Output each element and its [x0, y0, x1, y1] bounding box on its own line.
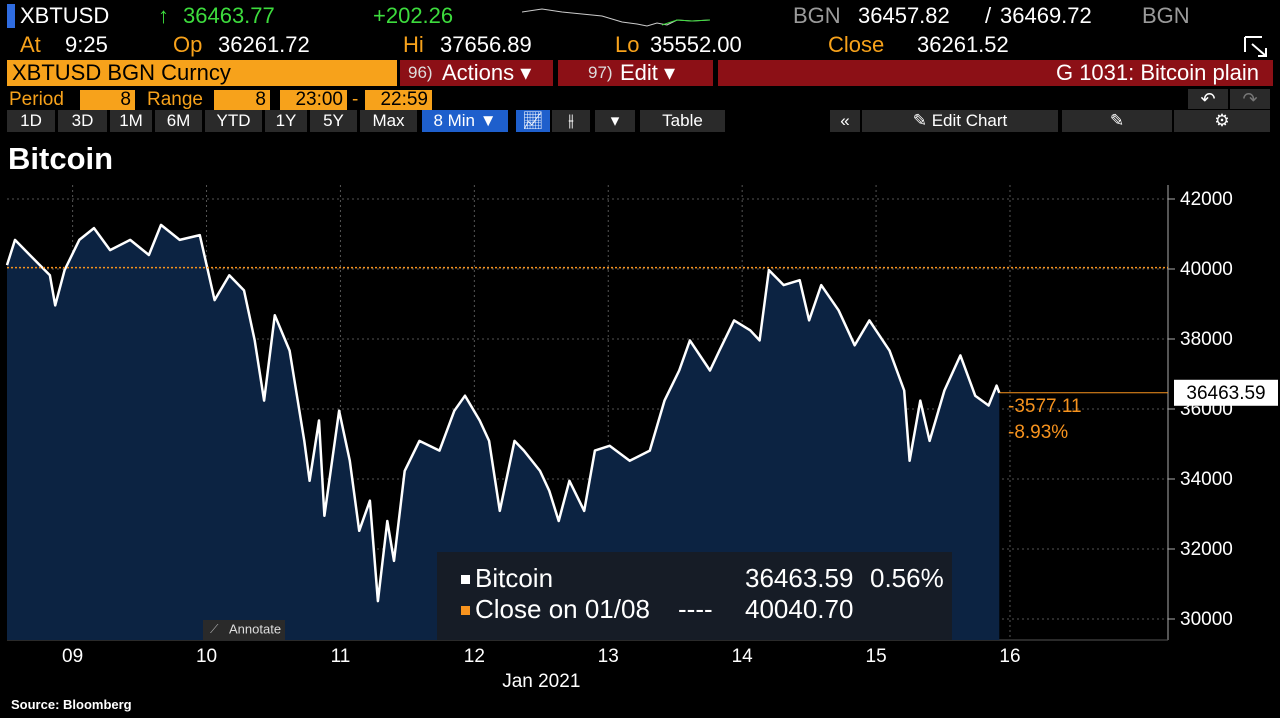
page-title: G 1031: Bitcoin plain [1055, 60, 1259, 85]
ticker: XBTUSD [20, 3, 110, 28]
annotate-label: Annotate [229, 621, 281, 636]
legend-box [437, 552, 952, 640]
y-tick-label: 30000 [1180, 609, 1233, 630]
separator: / [985, 3, 992, 28]
range-dash: - [352, 89, 359, 110]
ask: 36469.72 [1000, 3, 1092, 28]
range[interactable]: 8 [214, 90, 270, 110]
at-label: At [20, 32, 41, 57]
legend-value: 36463.59 [745, 563, 853, 593]
y-tick-label: 40000 [1180, 259, 1233, 280]
actions: Actions ▾ [442, 60, 532, 85]
ticker-marker [7, 4, 15, 28]
legend-dashes: ---- [678, 594, 713, 624]
arrow: ↑ [158, 3, 169, 28]
x-tick-label: 09 [62, 646, 83, 667]
last-price: 36463.77 [183, 3, 275, 28]
collapse[interactable]: « [830, 110, 860, 132]
open: 36261.72 [218, 32, 310, 57]
bid-source: BGN [793, 3, 841, 28]
legend-swatch [461, 575, 470, 584]
close: 36261.52 [917, 32, 1009, 57]
expand-icon[interactable] [1242, 34, 1272, 60]
edit-chart-label: Edit Chart [931, 111, 1008, 130]
low: 35552.00 [650, 32, 742, 57]
legend-swatch [461, 606, 470, 615]
line [5, 223, 1001, 603]
annotate-button[interactable] [203, 620, 285, 640]
actions-number: 96) [408, 63, 433, 82]
edit-chart[interactable]: ✎ Edit Chart [862, 110, 1058, 132]
table-button[interactable]: Table [640, 110, 725, 132]
x-tick-label: 10 [196, 646, 217, 667]
change-annotation: -3577.11 [1008, 396, 1082, 417]
redo[interactable]: ↷ [1230, 89, 1270, 109]
y-tick-label: 42000 [1180, 189, 1233, 210]
source: Source: Bloomberg [11, 697, 132, 712]
x-tick-label: 11 [331, 646, 351, 667]
legend-value: 40040.70 [745, 594, 853, 624]
legend-entry: Bitcoin [475, 563, 553, 593]
bid: 36457.82 [858, 3, 950, 28]
high-label: Hi [403, 32, 424, 57]
x-tick-label: 16 [999, 646, 1020, 667]
style-menu[interactable]: ▾ [595, 110, 635, 132]
y-tick-label: 38000 [1180, 329, 1233, 350]
at-time: 9:25 [65, 32, 108, 57]
period-label: Period [9, 89, 64, 110]
range-button[interactable]: 6M [155, 110, 202, 132]
settings-gear[interactable]: ⚙ [1174, 110, 1270, 132]
legend: Bitcoin 36463.59 0.56% Close on 01/08 ---- 40… [437, 552, 952, 640]
x-tick-label: 12 [464, 646, 485, 667]
area [7, 224, 1000, 640]
interval[interactable]: 8 Min ▼ [422, 110, 508, 132]
draw-tool[interactable]: ✎ [1062, 110, 1172, 132]
range-label: Range [147, 89, 203, 110]
x-tick-label: 14 [732, 646, 754, 667]
net-change: +202.26 [373, 3, 454, 28]
x-tick-label: 13 [598, 646, 619, 667]
open-label: Op [173, 32, 203, 57]
y-tick-label: 32000 [1180, 539, 1233, 560]
range-button[interactable]: 1M [110, 110, 152, 132]
range-button[interactable]: 3D [58, 110, 107, 132]
actions-menu[interactable]: 96) Actions ▾ [400, 60, 553, 86]
edit-menu[interactable]: 97) Edit ▾ [558, 60, 713, 86]
edit-number: 97) [588, 63, 613, 82]
legend-change: 0.56% [870, 563, 944, 593]
range-start[interactable]: 23:00 [280, 90, 347, 110]
annotate-icon: ⟋ [210, 622, 219, 636]
change-annotation: -8.93% [1008, 422, 1068, 443]
range-button[interactable]: 5Y [310, 110, 357, 132]
range-end[interactable]: 22:59 [365, 90, 432, 110]
close-label: Close [828, 32, 885, 57]
undo[interactable]: ↶ [1188, 89, 1228, 109]
edit: Edit ▾ [620, 60, 676, 85]
x-axis-label: Jan 2021 [502, 671, 580, 692]
high: 37656.89 [440, 32, 532, 57]
security-bar[interactable]: XBTUSD BGN Curncy [7, 60, 397, 86]
security: XBTUSD BGN Curncy [12, 60, 231, 85]
chart-title: Bitcoin [8, 141, 114, 176]
low-label: Lo [615, 32, 640, 57]
y-tick-label: 34000 [1180, 469, 1233, 490]
range-button[interactable]: YTD [205, 110, 262, 132]
bar-style[interactable]: ⫲ [552, 110, 590, 132]
range-button[interactable]: Max [360, 110, 417, 132]
period[interactable]: 8 [80, 90, 135, 110]
range-button[interactable]: 1D [7, 110, 55, 132]
line-style[interactable]: 📈︎ [516, 110, 550, 132]
sparkline [522, 8, 711, 27]
legend-entry: Close on 01/08 [475, 594, 650, 624]
ask-source: BGN [1142, 3, 1190, 28]
range-button[interactable]: 1Y [265, 110, 307, 132]
page-bar: G 1031: Bitcoin plain [718, 60, 1273, 86]
last-price-tag [1174, 379, 1278, 406]
last-price-label: 36463.59 [1186, 383, 1265, 404]
x-tick-label: 15 [866, 646, 887, 667]
